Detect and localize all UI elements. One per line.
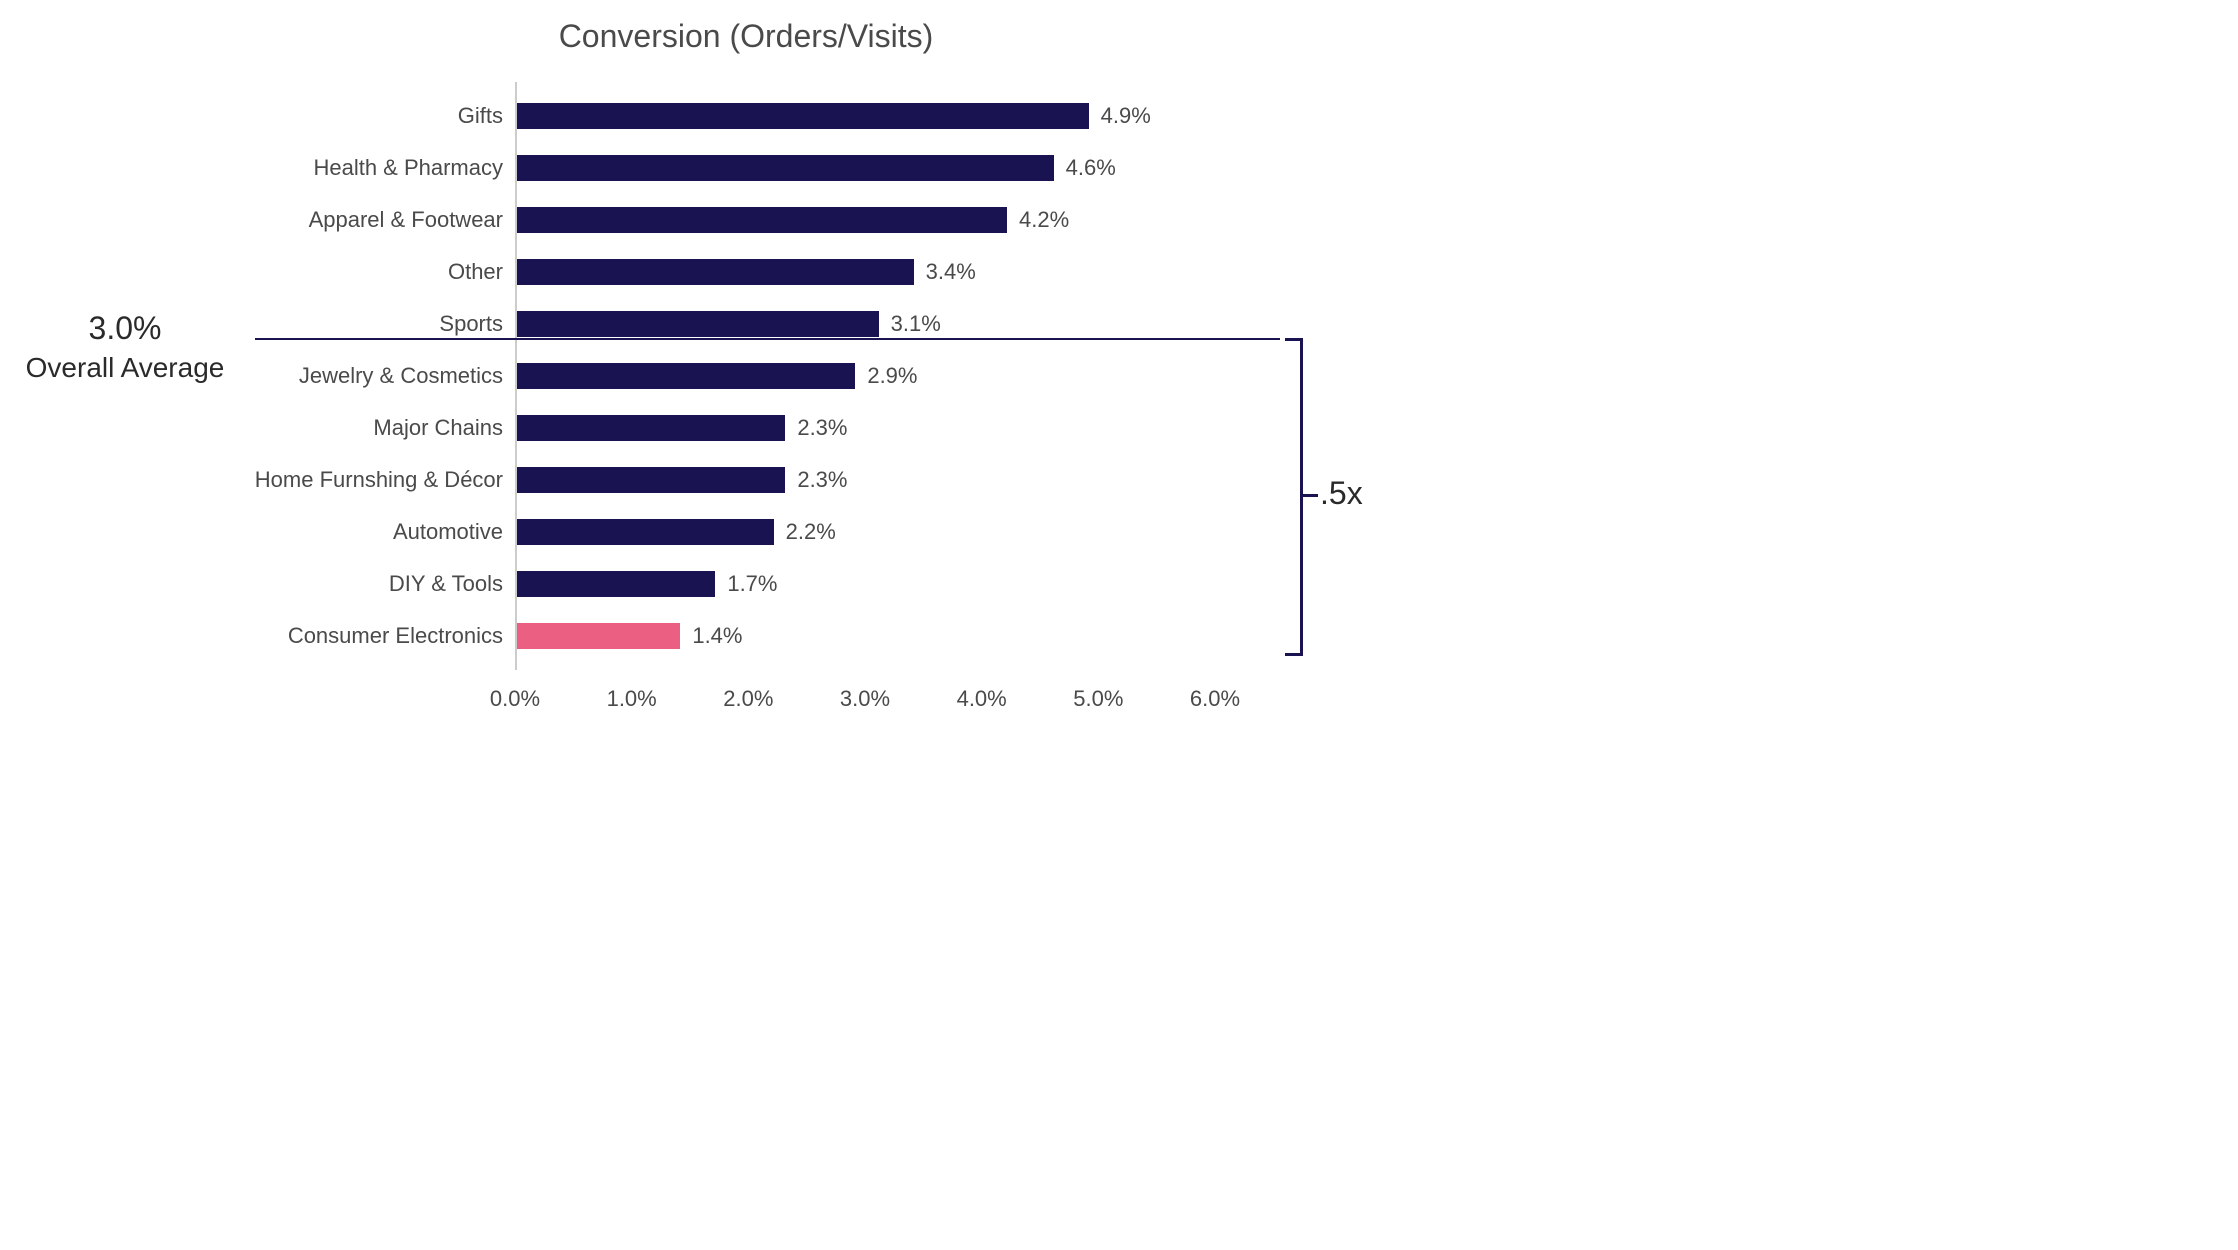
bar-value: 4.9% <box>1101 90 1151 142</box>
bar <box>517 259 914 285</box>
bar-label: DIY & Tools <box>389 558 503 610</box>
bar <box>517 363 855 389</box>
average-line <box>255 338 1280 340</box>
bar-value: 2.2% <box>786 506 836 558</box>
x-tick-label: 0.0% <box>490 686 540 712</box>
bar-value: 2.3% <box>797 402 847 454</box>
bar-label: Jewelry & Cosmetics <box>299 350 503 402</box>
bar <box>517 103 1089 129</box>
bar <box>517 155 1054 181</box>
bar-value: 1.4% <box>692 610 742 662</box>
plot-area: Gifts 4.9% Health & Pharmacy 4.6% Apparel & … <box>0 0 1492 833</box>
chart-container: Conversion (Orders/Visits)Gifts4.9%Healt… <box>0 0 1492 833</box>
bar <box>517 467 785 493</box>
bar-label: Sports <box>439 298 503 350</box>
bracket-segment <box>1300 338 1303 657</box>
average-percent: 3.0% <box>25 310 225 347</box>
bar-label: Consumer Electronics <box>288 610 503 662</box>
bar-label: Major Chains <box>373 402 503 454</box>
bar-value: 3.1% <box>891 298 941 350</box>
bar-label: Home Furnshing & Décor <box>255 454 503 506</box>
bar-label: Automotive <box>393 506 503 558</box>
x-tick-label: 1.0% <box>607 686 657 712</box>
bar <box>517 571 715 597</box>
bar-value: 2.3% <box>797 454 847 506</box>
x-tick-label: 6.0% <box>1190 686 1240 712</box>
x-tick-label: 5.0% <box>1073 686 1123 712</box>
bracket-segment <box>1300 494 1318 497</box>
bar <box>517 207 1007 233</box>
bar-value: 2.9% <box>867 350 917 402</box>
bar <box>517 519 774 545</box>
bar-value: 4.6% <box>1066 142 1116 194</box>
bar <box>517 623 680 649</box>
bracket-label: .5x <box>1320 475 1363 512</box>
average-label: Overall Average <box>0 352 255 384</box>
x-tick-label: 3.0% <box>840 686 890 712</box>
bar-label: Apparel & Footwear <box>309 194 503 246</box>
bar-label: Other <box>448 246 503 298</box>
bar-label: Gifts <box>458 90 503 142</box>
bar-value: 3.4% <box>926 246 976 298</box>
bar-value: 1.7% <box>727 558 777 610</box>
bar-label: Health & Pharmacy <box>313 142 503 194</box>
bar <box>517 415 785 441</box>
x-tick-label: 2.0% <box>723 686 773 712</box>
bar-value: 4.2% <box>1019 194 1069 246</box>
bar <box>517 311 879 337</box>
x-tick-label: 4.0% <box>957 686 1007 712</box>
